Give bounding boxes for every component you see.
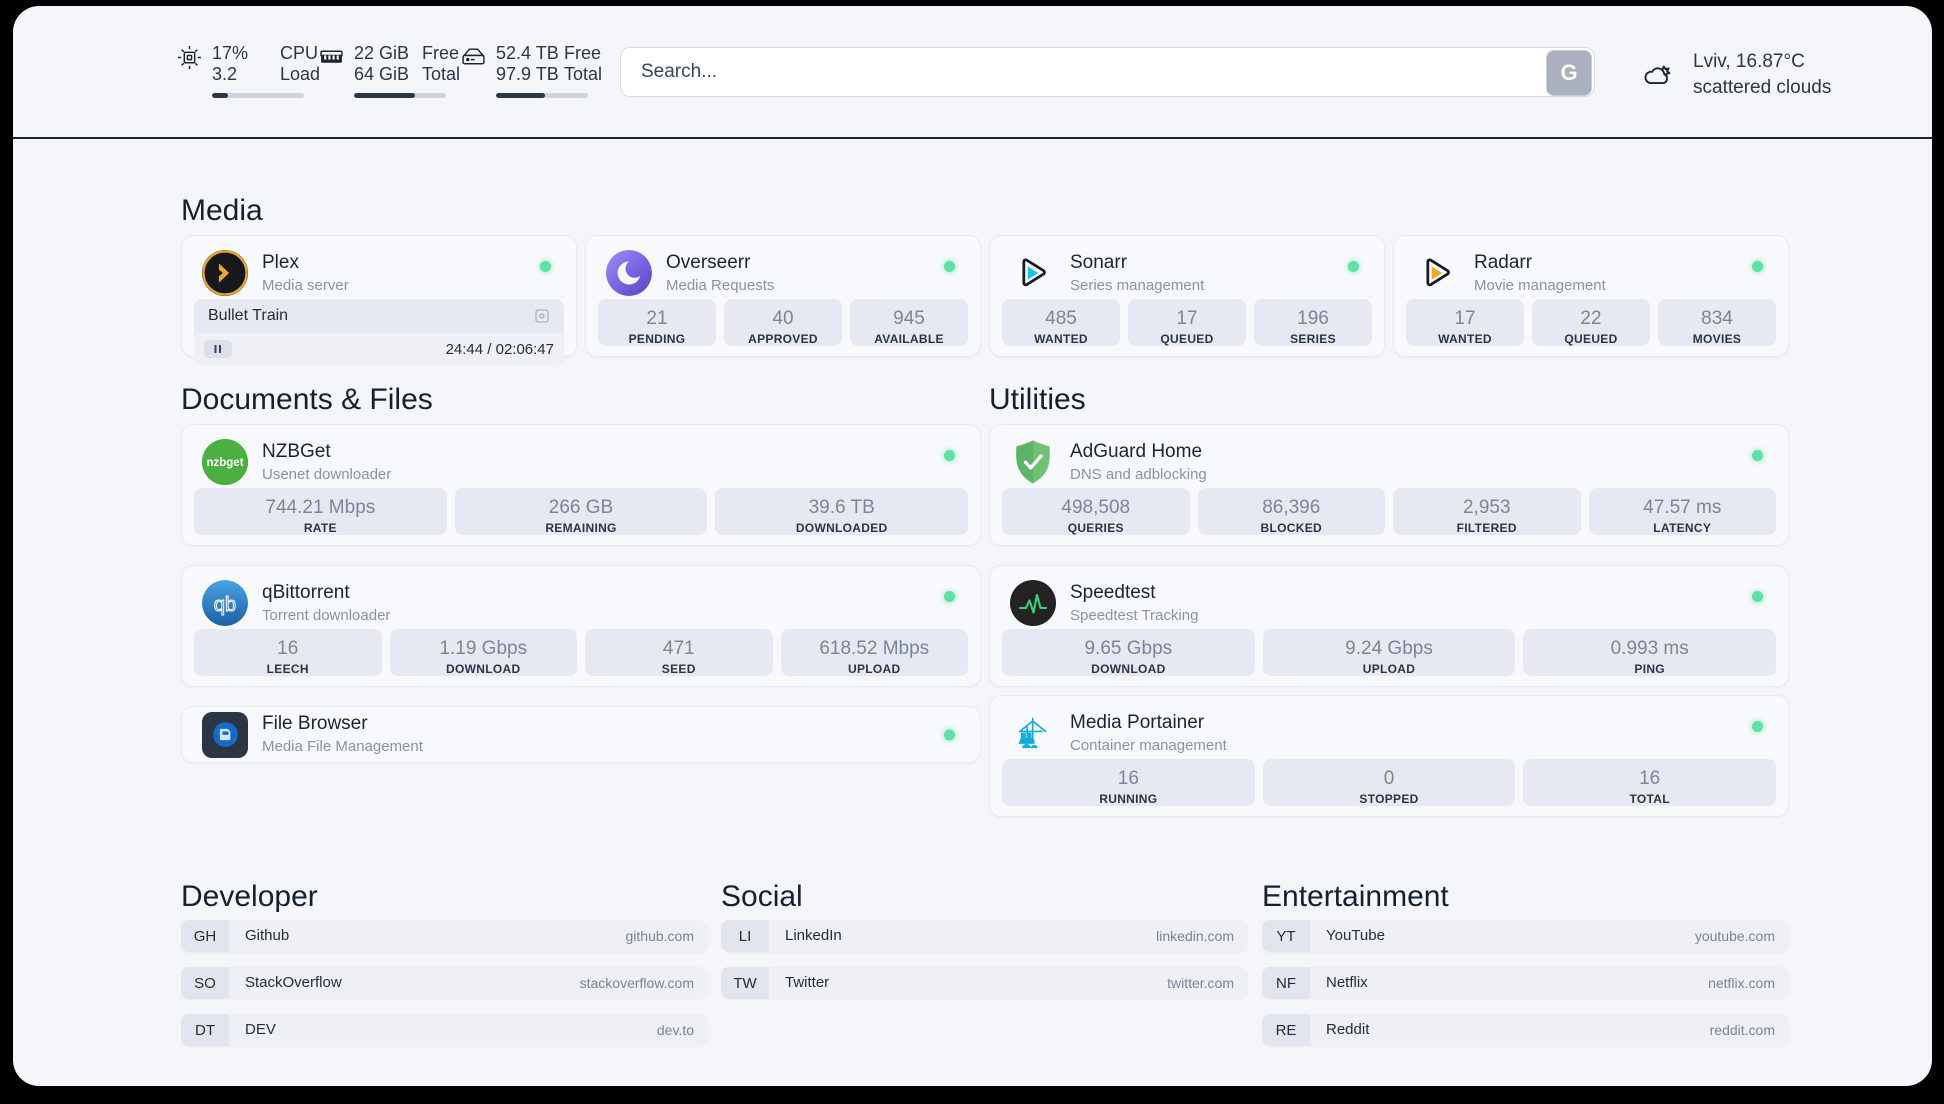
svg-text:nzbget: nzbget [206, 457, 243, 469]
svg-text:qb: qb [214, 594, 236, 616]
